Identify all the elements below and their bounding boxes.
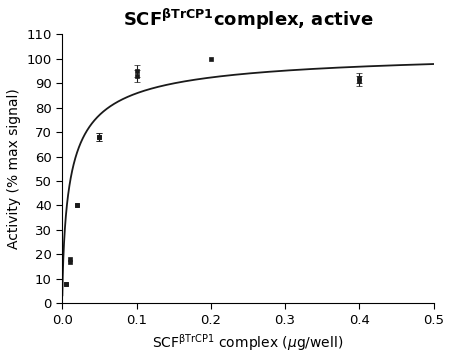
Y-axis label: Activity (% max signal): Activity (% max signal) [7, 88, 21, 249]
Title: SCF$^{\mathregular{\beta TrCP1}}$complex, active: SCF$^{\mathregular{\beta TrCP1}}$complex… [123, 7, 373, 32]
X-axis label: SCF$^{\mathregular{\beta TrCP1}}$ complex ($\mu$g/well): SCF$^{\mathregular{\beta TrCP1}}$ comple… [152, 332, 344, 353]
